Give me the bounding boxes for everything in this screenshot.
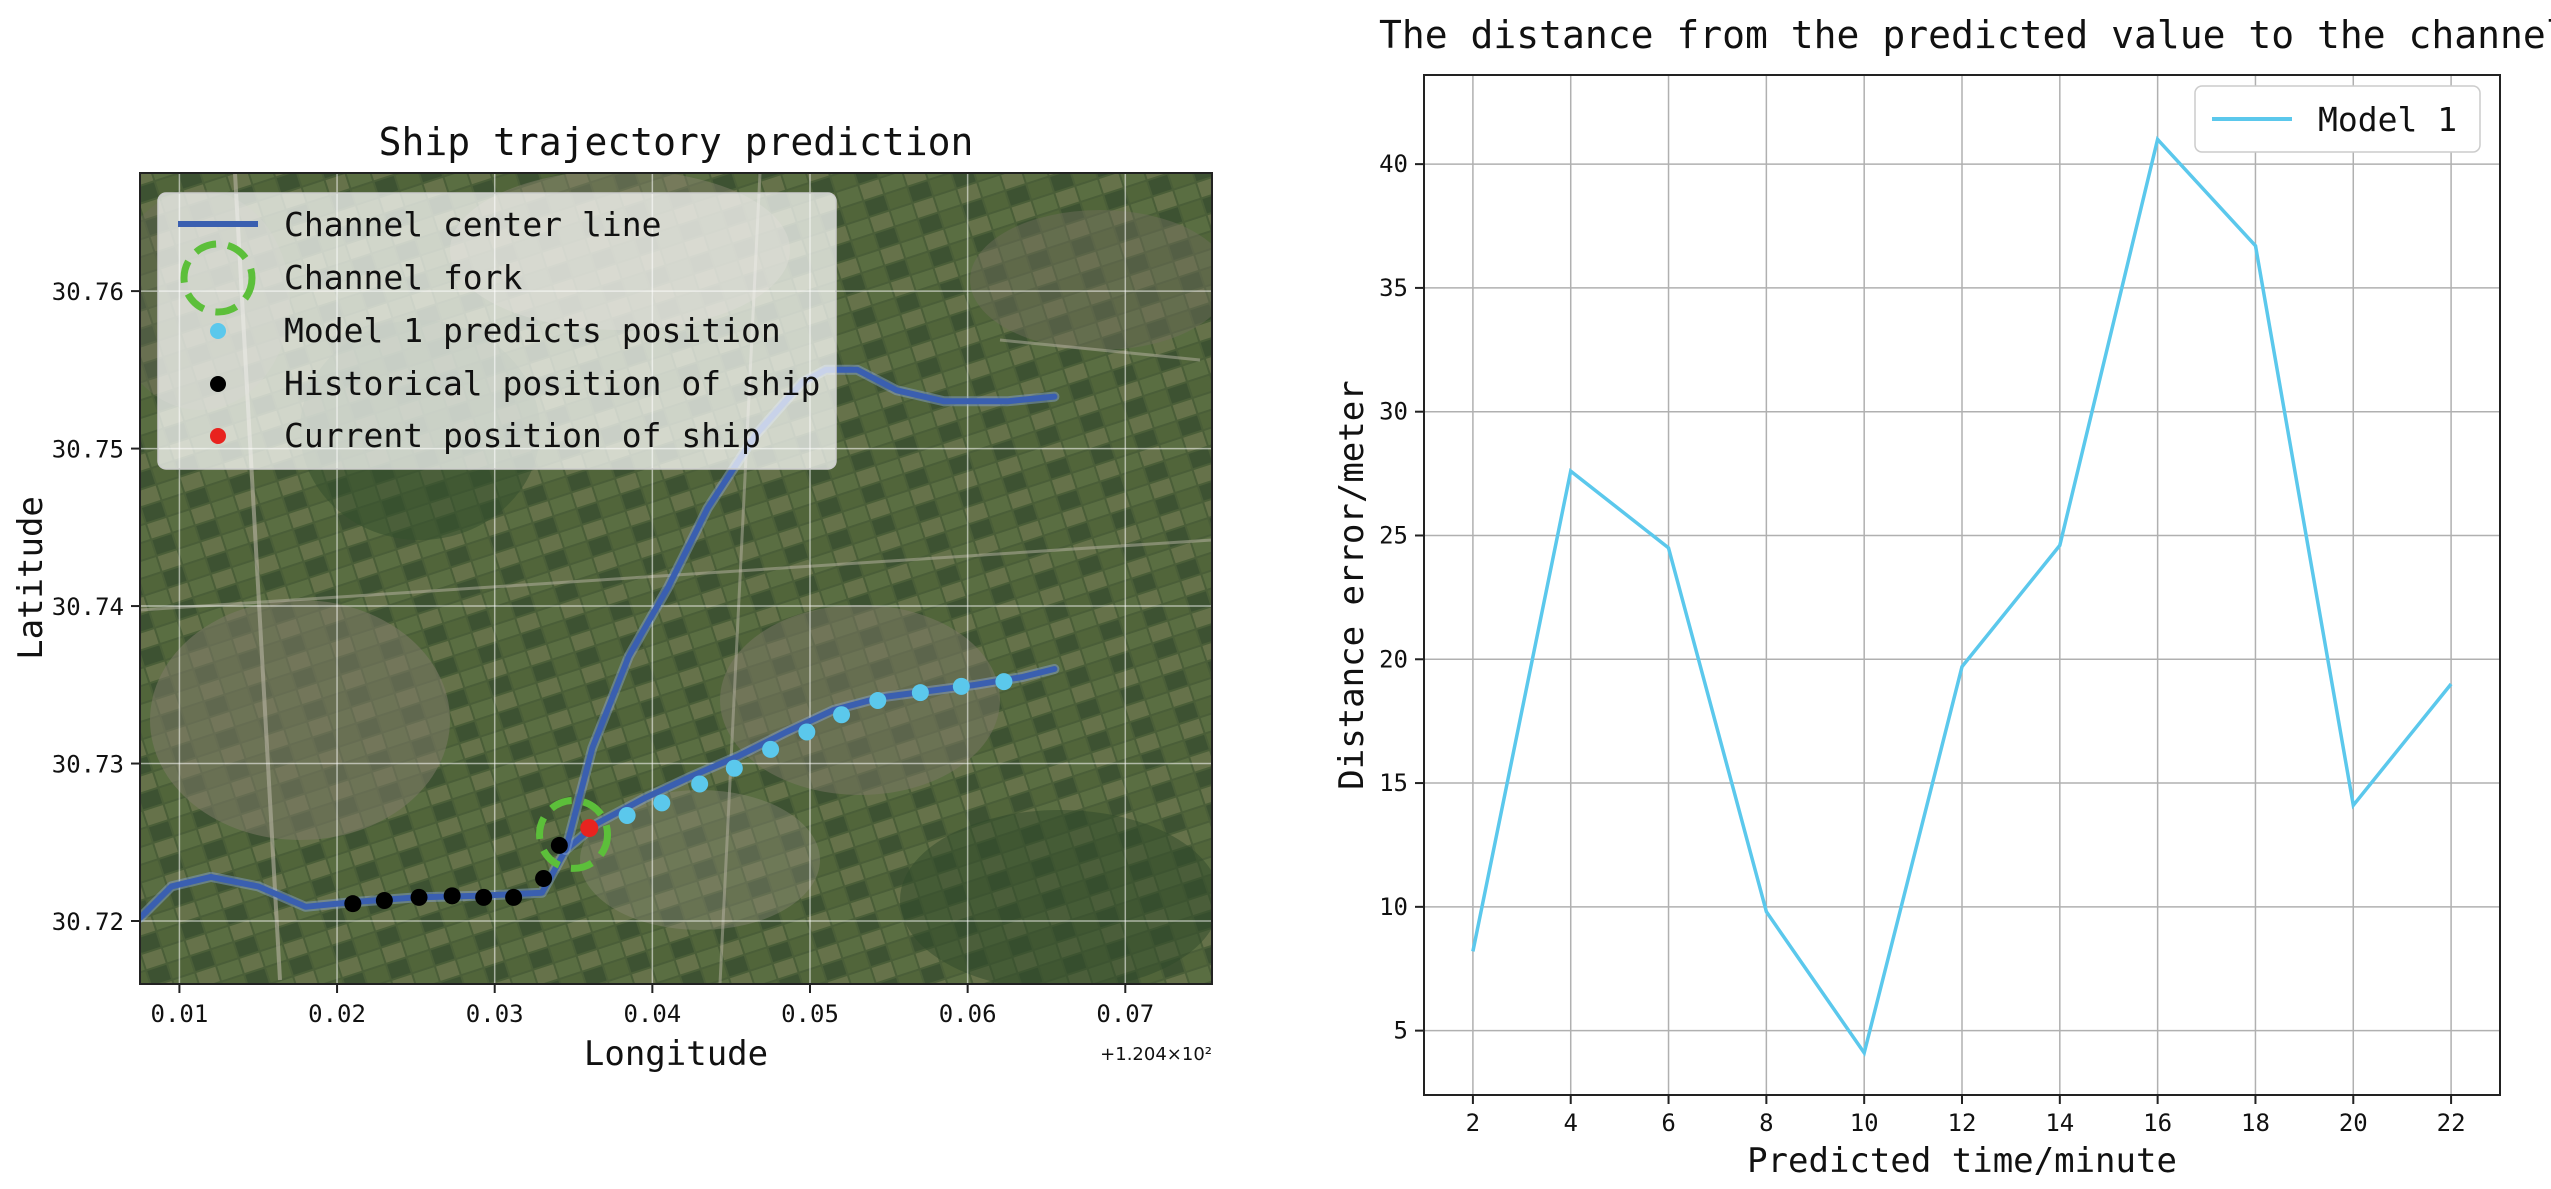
distance-x-tick-label: 16 — [2143, 1109, 2172, 1137]
current-position-point — [580, 819, 599, 838]
distance-x-tick-label: 2 — [1466, 1109, 1480, 1137]
distance-x-tick-label: 22 — [2437, 1109, 2466, 1137]
trajectory-y-ticks: 30.72 30.73 30.74 30.75 30.76 — [52, 278, 140, 936]
predicted-position-point — [725, 759, 743, 777]
series-model-1 — [1471, 135, 2453, 1058]
trajectory-x-tick-label: 0.03 — [466, 1000, 524, 1028]
predicted-position-point — [762, 740, 780, 758]
distance-grid — [1424, 75, 2500, 1095]
trajectory-x-tick-label: 0.01 — [151, 1000, 209, 1028]
trajectory-x-ticks: 0.01 0.02 0.03 0.04 0.05 0.06 0.07 — [151, 984, 1154, 1028]
historical-position-points — [344, 836, 568, 913]
historical-position-point — [375, 892, 393, 910]
predicted-position-point — [618, 807, 636, 825]
distance-x-tick-label: 18 — [2241, 1109, 2270, 1137]
distance-y-tick-label: 10 — [1379, 893, 1408, 921]
trajectory-y-tick-label: 30.75 — [52, 436, 124, 464]
historical-position-point — [410, 888, 428, 906]
trajectory-plot-frame — [139, 172, 1213, 985]
distance-y-tick-label: 5 — [1394, 1017, 1408, 1045]
distance-x-tick-label: 10 — [1850, 1109, 1879, 1137]
predicted-position-point — [691, 775, 709, 793]
legend-current-label: Current position of ship — [284, 416, 761, 455]
trajectory-x-tick-label: 0.06 — [939, 1000, 997, 1028]
predicted-position-point — [952, 677, 970, 695]
legend-fork-swatch — [180, 240, 256, 316]
trajectory-x-tick-label: 0.07 — [1096, 1000, 1154, 1028]
distance-legend: Model 1 — [2194, 85, 2481, 153]
distance-x-label: Predicted time/minute — [1747, 1141, 2177, 1181]
trajectory-y-tick-label: 30.73 — [52, 751, 124, 779]
legend-current-swatch — [210, 428, 226, 444]
current-position-point-dot — [580, 819, 599, 838]
channel-fork-marker — [536, 796, 612, 872]
historical-position-point — [550, 836, 568, 854]
distance-y-label: Distance error/meter — [1332, 380, 1372, 789]
distance-x-tick-label: 20 — [2339, 1109, 2368, 1137]
distance-y-tick-label: 20 — [1379, 645, 1408, 673]
trajectory-x-tick-label: 0.02 — [308, 1000, 366, 1028]
channel-fork-circle — [536, 796, 612, 872]
legend-historical-swatch — [210, 376, 226, 392]
legend-predicted-swatch — [210, 323, 226, 339]
distance-y-tick-label: 40 — [1379, 150, 1408, 178]
distance-x-tick-label: 4 — [1564, 1109, 1578, 1137]
trajectory-chart: Ship trajectory prediction 0.01 0.02 0.03 0… — [11, 120, 1213, 1074]
distance-y-tick-label: 35 — [1379, 274, 1408, 302]
distance-y-tick-label: 30 — [1379, 398, 1408, 426]
historical-position-point — [475, 888, 493, 906]
legend-model-1-label: Model 1 — [2318, 100, 2457, 139]
distance-x-tick-label: 8 — [1759, 1109, 1773, 1137]
distance-x-tick-label: 6 — [1661, 1109, 1675, 1137]
predicted-position-point — [653, 794, 671, 812]
predicted-position-point — [911, 684, 929, 702]
predicted-position-point — [833, 706, 851, 724]
historical-position-point — [443, 887, 461, 905]
historical-position-point — [344, 895, 362, 913]
series-model-1-line — [1471, 135, 2453, 1058]
trajectory-x-tick-label: 0.04 — [623, 1000, 681, 1028]
trajectory-x-offset: +1.204×10² — [1100, 1044, 1212, 1065]
historical-position-point — [535, 869, 553, 887]
trajectory-y-tick-label: 30.72 — [52, 908, 124, 936]
trajectory-x-tick-label: 0.05 — [781, 1000, 839, 1028]
trajectory-x-label: Longitude — [584, 1034, 768, 1074]
predicted-position-point — [995, 673, 1013, 691]
predicted-position-point — [869, 692, 887, 710]
distance-y-ticks: 5 10 15 20 25 30 35 40 — [1379, 150, 1424, 1045]
trajectory-chart-title: Ship trajectory prediction — [379, 120, 974, 164]
distance-x-tick-label: 14 — [2045, 1109, 2074, 1137]
trajectory-y-label: Latitude — [11, 496, 51, 660]
predicted-position-point — [798, 723, 816, 741]
legend-fork-label: Channel fork — [284, 258, 523, 297]
distance-x-tick-label: 12 — [1948, 1109, 1977, 1137]
historical-position-point — [505, 888, 523, 906]
distance-y-tick-label: 25 — [1379, 521, 1408, 549]
legend-historical-label: Historical position of ship — [284, 364, 820, 403]
trajectory-y-tick-label: 30.74 — [52, 593, 124, 621]
legend-predicted-label: Model 1 predicts position — [284, 311, 781, 350]
distance-error-chart: The distance from the predicted value to… — [1332, 13, 2551, 1181]
distance-x-ticks: 2 4 6 8 10 12 14 16 18 20 22 — [1466, 1095, 2466, 1137]
trajectory-y-tick-label: 30.76 — [52, 278, 124, 306]
predicted-position-points — [618, 673, 1013, 825]
legend-channel-line-label: Channel center line — [284, 205, 662, 244]
trajectory-legend: Channel center line Channel fork Model 1… — [157, 192, 837, 470]
distance-y-tick-label: 15 — [1379, 769, 1408, 797]
distance-chart-title: The distance from the predicted value to… — [1379, 13, 2551, 57]
